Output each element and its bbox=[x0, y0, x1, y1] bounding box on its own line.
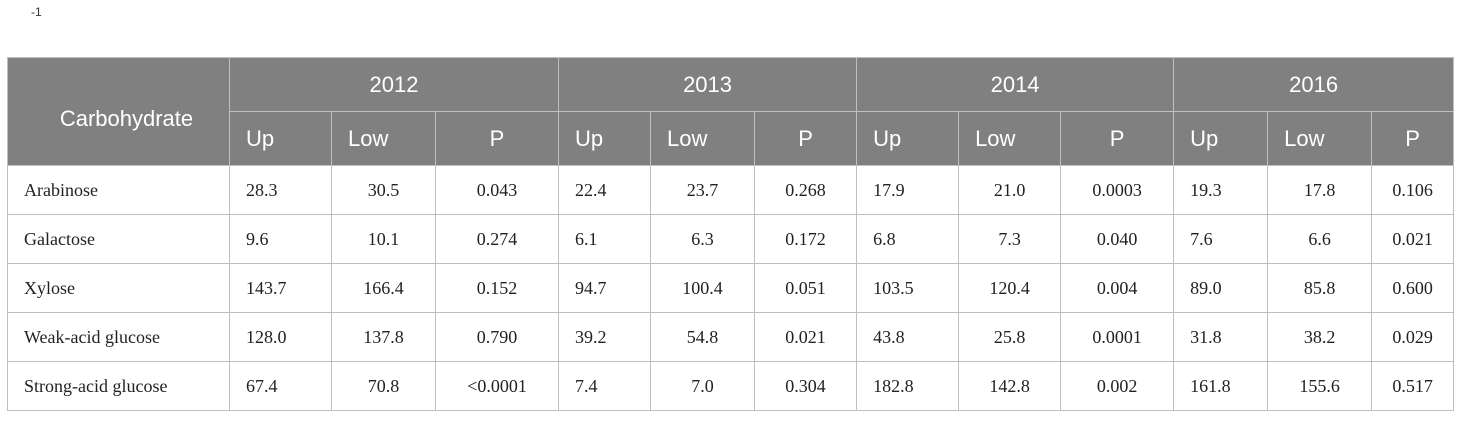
cell-low: 17.8 bbox=[1267, 165, 1373, 215]
cell-p: 0.152 bbox=[434, 263, 560, 313]
cell-low: 25.8 bbox=[958, 312, 1062, 362]
cell-p: 0.040 bbox=[1060, 214, 1175, 264]
low-header: Low bbox=[1267, 111, 1373, 166]
cell-low: 155.6 bbox=[1267, 361, 1373, 411]
up-header: Up bbox=[856, 111, 960, 166]
cell-p: 0.029 bbox=[1371, 312, 1455, 362]
cell-up: 161.8 bbox=[1173, 361, 1269, 411]
cell-low: 166.4 bbox=[331, 263, 436, 313]
cell-p: 0.304 bbox=[754, 361, 858, 411]
cell-low: 21.0 bbox=[958, 165, 1062, 215]
cell-p: 0.274 bbox=[434, 214, 560, 264]
table-row: Strong-acid glucose 67.4 70.8 <0.0001 7.… bbox=[7, 361, 1455, 411]
cell-p: 0.172 bbox=[754, 214, 858, 264]
carbohydrate-header: Carbohydrate bbox=[7, 57, 230, 166]
cell-low: 70.8 bbox=[331, 361, 436, 411]
cell-p: 0.021 bbox=[754, 312, 858, 362]
row-label: Strong-acid glucose bbox=[7, 361, 230, 411]
up-header: Up bbox=[1173, 111, 1269, 166]
up-header: Up bbox=[558, 111, 652, 166]
cell-up: 6.1 bbox=[558, 214, 652, 264]
cell-low: 54.8 bbox=[650, 312, 756, 362]
row-label: Arabinose bbox=[7, 165, 230, 215]
table-row: Xylose 143.7 166.4 0.152 94.7 100.4 0.05… bbox=[7, 263, 1455, 313]
table-row: Arabinose 28.3 30.5 0.043 22.4 23.7 0.26… bbox=[7, 165, 1455, 215]
cell-up: 67.4 bbox=[229, 361, 332, 411]
cell-up: 143.7 bbox=[229, 263, 332, 313]
cell-up: 39.2 bbox=[558, 312, 652, 362]
year-header-2016: 2016 bbox=[1173, 57, 1455, 112]
low-header: Low bbox=[958, 111, 1062, 166]
cell-low: 6.3 bbox=[650, 214, 756, 264]
p-header: P bbox=[754, 111, 858, 166]
cell-low: 7.3 bbox=[958, 214, 1062, 264]
carbohydrate-table: Carbohydrate 2012 2013 2014 2016 Up Low … bbox=[7, 57, 1455, 411]
p-header: P bbox=[1060, 111, 1175, 166]
cell-low: 85.8 bbox=[1267, 263, 1373, 313]
cell-p: 0.600 bbox=[1371, 263, 1455, 313]
year-header-2013: 2013 bbox=[558, 57, 858, 112]
row-label: Xylose bbox=[7, 263, 230, 313]
caption-fragment: -1 bbox=[31, 5, 42, 19]
cell-p: 0.0003 bbox=[1060, 165, 1175, 215]
table-row: Weak-acid glucose 128.0 137.8 0.790 39.2… bbox=[7, 312, 1455, 362]
cell-up: 182.8 bbox=[856, 361, 960, 411]
cell-p: 0.268 bbox=[754, 165, 858, 215]
cell-up: 6.8 bbox=[856, 214, 960, 264]
cell-low: 10.1 bbox=[331, 214, 436, 264]
year-header-2012: 2012 bbox=[228, 57, 560, 112]
cell-low: 120.4 bbox=[958, 263, 1062, 313]
cell-up: 43.8 bbox=[856, 312, 960, 362]
cell-p: 0.004 bbox=[1060, 263, 1175, 313]
up-header: Up bbox=[229, 111, 332, 166]
low-header: Low bbox=[331, 111, 436, 166]
cell-p: 0.051 bbox=[754, 263, 858, 313]
cell-p: 0.106 bbox=[1371, 165, 1455, 215]
cell-up: 103.5 bbox=[856, 263, 960, 313]
cell-up: 19.3 bbox=[1173, 165, 1269, 215]
cell-up: 89.0 bbox=[1173, 263, 1269, 313]
cell-up: 28.3 bbox=[229, 165, 332, 215]
cell-p: 0.021 bbox=[1371, 214, 1455, 264]
cell-p: 0.002 bbox=[1060, 361, 1175, 411]
cell-p: 0.0001 bbox=[1060, 312, 1175, 362]
cell-up: 31.8 bbox=[1173, 312, 1269, 362]
cell-low: 30.5 bbox=[331, 165, 436, 215]
cell-low: 7.0 bbox=[650, 361, 756, 411]
cell-low: 6.6 bbox=[1267, 214, 1373, 264]
year-header-2014: 2014 bbox=[856, 57, 1175, 112]
cell-low: 100.4 bbox=[650, 263, 756, 313]
cell-p: 0.043 bbox=[434, 165, 560, 215]
table-row: Galactose 9.6 10.1 0.274 6.1 6.3 0.172 6… bbox=[7, 214, 1455, 264]
row-label: Weak-acid glucose bbox=[7, 312, 230, 362]
cell-p: 0.790 bbox=[434, 312, 560, 362]
cell-low: 38.2 bbox=[1267, 312, 1373, 362]
low-header: Low bbox=[650, 111, 756, 166]
cell-low: 23.7 bbox=[650, 165, 756, 215]
cell-p: <0.0001 bbox=[434, 361, 560, 411]
p-header: P bbox=[1371, 111, 1455, 166]
cell-up: 94.7 bbox=[558, 263, 652, 313]
cell-low: 142.8 bbox=[958, 361, 1062, 411]
cell-up: 7.4 bbox=[558, 361, 652, 411]
p-header: P bbox=[434, 111, 560, 166]
cell-up: 128.0 bbox=[229, 312, 332, 362]
cell-up: 9.6 bbox=[229, 214, 332, 264]
cell-up: 7.6 bbox=[1173, 214, 1269, 264]
cell-p: 0.517 bbox=[1371, 361, 1455, 411]
cell-up: 17.9 bbox=[856, 165, 960, 215]
cell-low: 137.8 bbox=[331, 312, 436, 362]
cell-up: 22.4 bbox=[558, 165, 652, 215]
row-label: Galactose bbox=[7, 214, 230, 264]
